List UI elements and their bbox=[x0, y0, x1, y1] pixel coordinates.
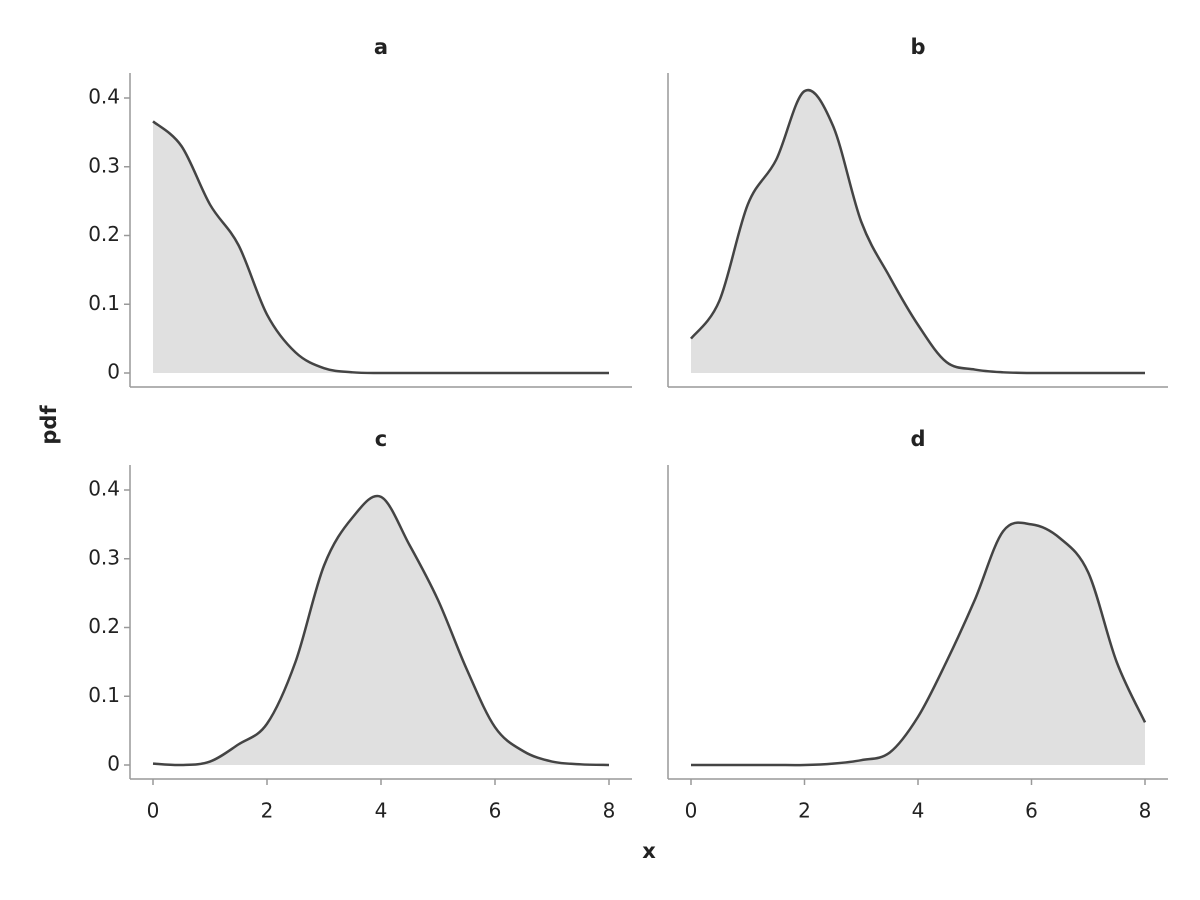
density-area bbox=[153, 495, 609, 766]
y-tick-label: 0.3 bbox=[88, 545, 120, 569]
density-area bbox=[153, 121, 609, 374]
panel-title: a bbox=[374, 35, 388, 59]
x-tick-label: 0 bbox=[685, 799, 698, 823]
x-tick-label: 4 bbox=[912, 799, 925, 823]
x-tick-label: 4 bbox=[375, 799, 388, 823]
panel-title: c bbox=[375, 427, 387, 451]
x-tick-label: 2 bbox=[798, 799, 811, 823]
y-tick-label: 0 bbox=[107, 752, 120, 776]
x-axis-label: x bbox=[642, 839, 656, 863]
x-tick-label: 8 bbox=[1139, 799, 1152, 823]
density-line bbox=[690, 88, 1145, 375]
density-line bbox=[152, 120, 609, 375]
x-tick-label: 2 bbox=[261, 799, 274, 823]
density-area bbox=[691, 90, 1145, 374]
y-tick-label: 0.2 bbox=[88, 222, 120, 246]
x-tick-label: 0 bbox=[147, 799, 160, 823]
density-area bbox=[691, 522, 1145, 766]
y-tick-label: 0.4 bbox=[88, 85, 120, 109]
x-tick-label: 6 bbox=[489, 799, 502, 823]
y-tick-label: 0.3 bbox=[88, 153, 120, 177]
y-tick-label: 0.2 bbox=[88, 614, 120, 638]
panel-title: b bbox=[910, 35, 925, 59]
y-tick-label: 0 bbox=[107, 360, 120, 384]
y-tick-label: 0.1 bbox=[88, 291, 120, 315]
y-tick-label: 0.1 bbox=[88, 683, 120, 707]
y-tick-label: 0.4 bbox=[88, 477, 120, 501]
x-tick-label: 8 bbox=[603, 799, 616, 823]
y-axis-label: pdf bbox=[37, 405, 61, 445]
density-line bbox=[152, 494, 610, 767]
density-line bbox=[690, 521, 1147, 767]
panel-title: d bbox=[910, 427, 925, 451]
x-tick-label: 6 bbox=[1025, 799, 1038, 823]
